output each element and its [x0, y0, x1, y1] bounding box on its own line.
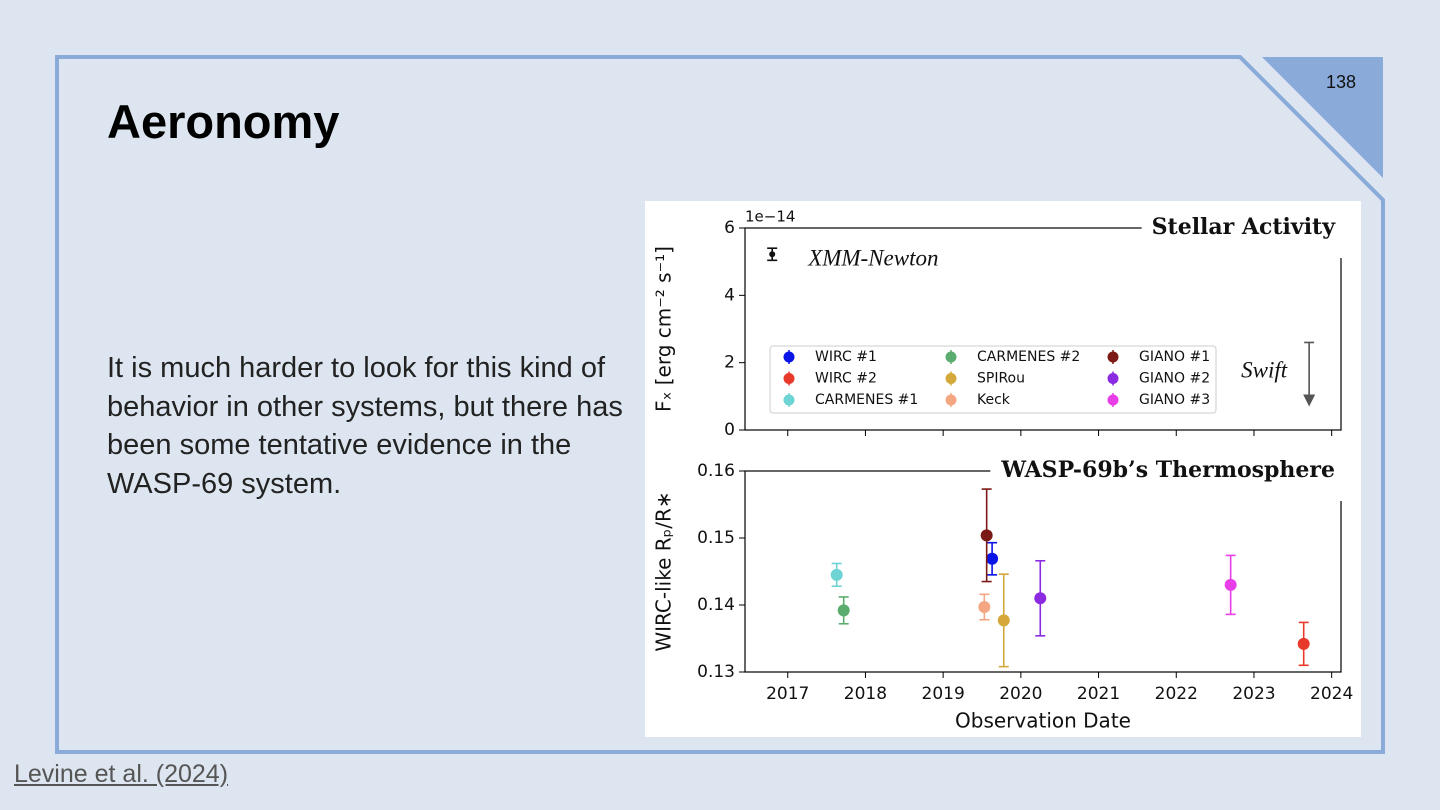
page-number: 138 [1326, 72, 1356, 92]
x-tick-label: 2020 [999, 684, 1042, 704]
legend-label: GIANO #2 [1139, 371, 1210, 387]
legend-marker [945, 373, 957, 384]
x-tick-label: 2017 [766, 684, 809, 704]
x-tick-label: 2019 [922, 684, 965, 704]
legend-label: GIANO #1 [1139, 349, 1210, 365]
y-tick-label: 0 [724, 420, 735, 440]
data-point [837, 604, 850, 617]
legend-label: SPIRou [977, 371, 1025, 387]
title-background [1141, 214, 1357, 258]
y-tick-label: 0.14 [697, 595, 735, 615]
data-point [997, 614, 1010, 627]
x-tick-label: 2021 [1077, 684, 1120, 704]
panel-title: Stellar Activity [1152, 214, 1337, 240]
legend-label: CARMENES #2 [977, 349, 1080, 365]
data-point [769, 251, 776, 258]
series-annotation: XMM-Newton [807, 246, 938, 271]
citation-link[interactable]: Levine et al. (2024) [14, 760, 229, 788]
x-tick-label: 2018 [844, 684, 887, 704]
y-tick-label: 2 [724, 353, 735, 373]
legend-box [769, 345, 1217, 414]
legend-label: CARMENES #1 [815, 392, 918, 408]
data-point [978, 601, 991, 614]
y-offset-label: 1e−14 [745, 208, 795, 226]
data-point [980, 529, 993, 542]
legend-marker [1107, 351, 1119, 363]
legend-label: WIRC #2 [815, 371, 877, 387]
corner-triangle [1262, 57, 1383, 178]
legend-label: WIRC #1 [815, 349, 877, 365]
legend-label: GIANO #3 [1139, 392, 1210, 408]
x-tick-label: 2023 [1232, 684, 1275, 704]
legend-marker [1107, 373, 1119, 384]
legend-marker [783, 373, 795, 384]
x-tick-label: 2022 [1155, 684, 1198, 704]
series-annotation: Swift [1241, 358, 1288, 383]
y-tick-label: 0.16 [697, 461, 735, 481]
slide-frame [55, 55, 1385, 754]
y-tick-label: 0.15 [697, 528, 735, 548]
y-axis-label: WIRC-like Rₚ/R∗ [652, 491, 676, 651]
legend-marker [783, 351, 795, 363]
panel-title: WASP-69b’s Thermosphere [1000, 457, 1335, 483]
data-point [986, 552, 999, 565]
data-point [830, 568, 843, 581]
upper-limit-arrow [1303, 394, 1316, 407]
x-axis-label: Observation Date [955, 709, 1131, 733]
y-tick-label: 6 [724, 218, 735, 238]
legend-marker [1107, 394, 1119, 406]
y-tick-label: 0.13 [697, 662, 735, 682]
data-point [1297, 637, 1310, 650]
slide-title: Aeronomy [107, 95, 340, 148]
data-point [1034, 592, 1047, 605]
y-tick-label: 4 [724, 285, 735, 305]
y-axis-label: Fₓ [erg cm⁻² s⁻¹] [652, 246, 676, 412]
x-tick-label: 2024 [1310, 684, 1353, 704]
axes-frame [744, 227, 1342, 431]
legend-marker [945, 394, 957, 406]
legend-label: Keck [977, 392, 1011, 408]
title-background [990, 457, 1355, 501]
legend-marker [945, 351, 957, 363]
data-point [1224, 578, 1237, 591]
body-text: It is much harder to look for this kind … [107, 352, 623, 500]
legend-marker [783, 394, 795, 406]
